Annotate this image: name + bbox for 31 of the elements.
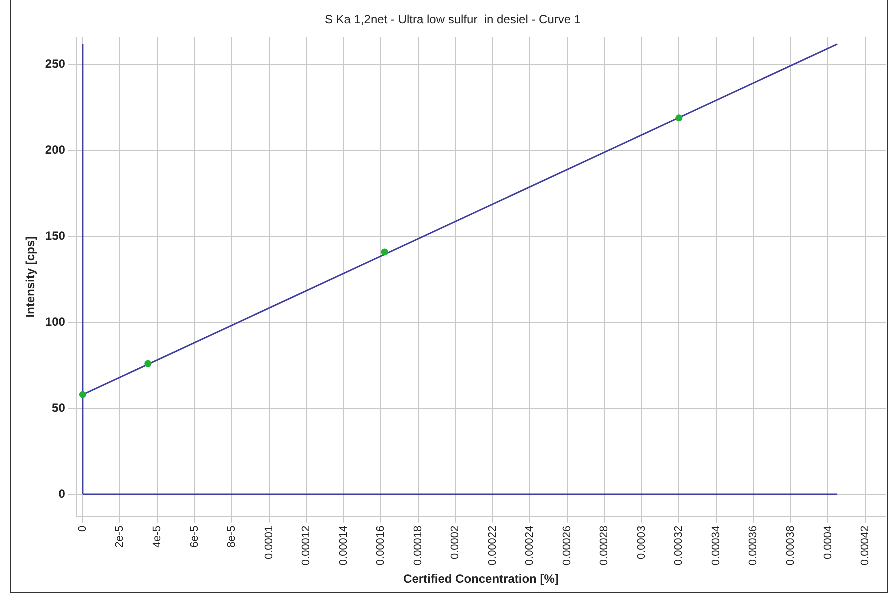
y-tick-label: 250 [45, 57, 66, 72]
x-tick-label: 0.00014 [338, 526, 350, 566]
x-tick-label: 0.00012 [300, 526, 313, 566]
x-tick-label: 0.00026 [561, 526, 574, 566]
x-tick-label: 0 [76, 526, 89, 532]
x-tick-label: 0.00024 [524, 526, 536, 566]
x-tick-label: 0.00018 [412, 526, 424, 566]
x-tick-label: 0.0001 [263, 526, 276, 560]
x-tick-label: 0.00016 [375, 526, 388, 566]
y-tick-label: 200 [45, 143, 66, 158]
x-tick-label: 0.0003 [636, 526, 648, 560]
x-tick-label: 4e-5 [152, 526, 164, 548]
x-tick-label: 0.0004 [822, 526, 834, 560]
y-tick-label: 100 [45, 314, 66, 329]
x-tick-label: 0.00032 [673, 526, 686, 566]
x-tick-label: 0.0002 [450, 526, 462, 560]
x-tick-label: 8e-5 [226, 526, 238, 548]
x-tick-label: 0.00034 [710, 526, 722, 566]
x-tick-label: 0.00022 [486, 526, 499, 566]
y-tick-label: 150 [45, 229, 66, 244]
x-tick-label: 2e-5 [114, 526, 126, 548]
x-axis-title: Certified Concentration [%] [404, 572, 559, 586]
x-tick-label: 0.00042 [860, 526, 872, 566]
y-tick-label: 0 [58, 486, 66, 501]
y-tick-label: 50 [52, 400, 66, 415]
y-axis-title: Intensity [cps] [24, 236, 38, 318]
chart-title: S Ka 1,2net - Ultra low sulfur in desiel - Curve 1 [324, 12, 582, 27]
x-tick-label: 0.00036 [748, 526, 760, 566]
x-tick-label: 6e-5 [188, 526, 201, 548]
x-tick-label: 0.00038 [785, 526, 798, 566]
x-tick-label: 0.00028 [598, 526, 611, 566]
